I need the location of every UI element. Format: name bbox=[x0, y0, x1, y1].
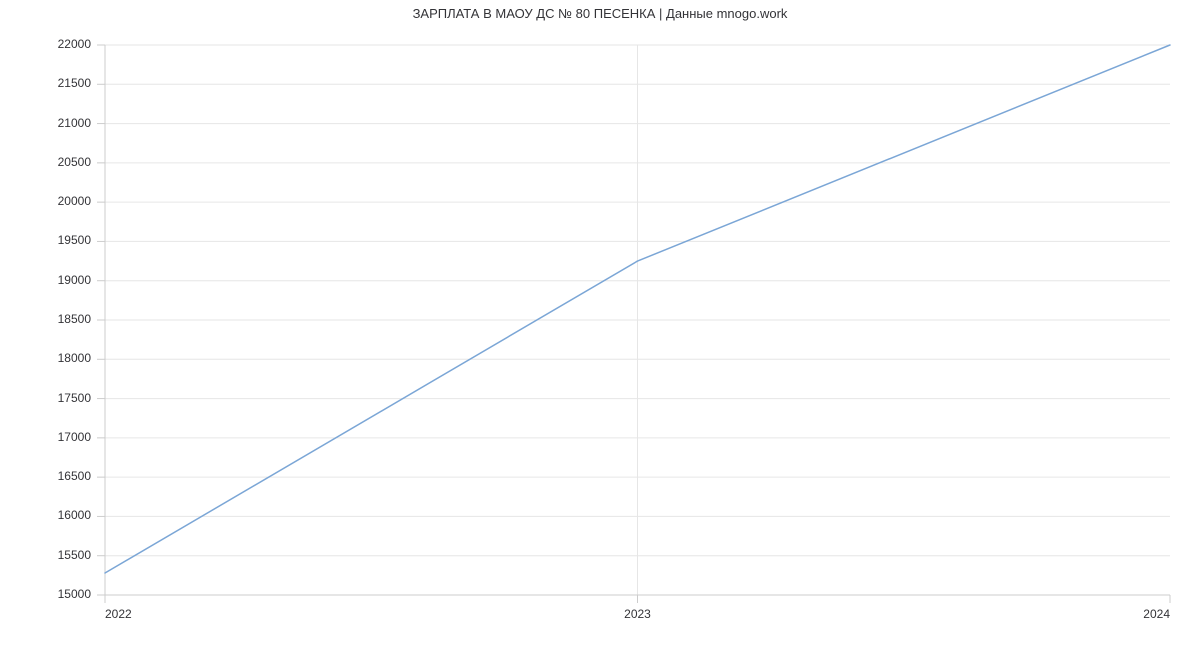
y-tick-label: 20500 bbox=[0, 155, 91, 169]
y-tick-label: 19500 bbox=[0, 233, 91, 247]
y-tick-label: 18500 bbox=[0, 312, 91, 326]
y-tick-label: 16000 bbox=[0, 508, 91, 522]
x-tick-label: 2023 bbox=[598, 607, 678, 621]
y-tick-label: 22000 bbox=[0, 37, 91, 51]
x-tick-label: 2022 bbox=[105, 607, 185, 621]
y-tick-label: 21500 bbox=[0, 76, 91, 90]
y-tick-label: 15500 bbox=[0, 548, 91, 562]
chart-plot bbox=[0, 0, 1200, 650]
x-tick-label: 2024 bbox=[1090, 607, 1170, 621]
y-tick-label: 16500 bbox=[0, 469, 91, 483]
y-tick-label: 21000 bbox=[0, 116, 91, 130]
y-tick-label: 17500 bbox=[0, 391, 91, 405]
y-tick-label: 18000 bbox=[0, 351, 91, 365]
chart-container: ЗАРПЛАТА В МАОУ ДС № 80 ПЕСЕНКА | Данные… bbox=[0, 0, 1200, 650]
y-tick-label: 19000 bbox=[0, 273, 91, 287]
y-tick-label: 17000 bbox=[0, 430, 91, 444]
y-tick-label: 20000 bbox=[0, 194, 91, 208]
y-tick-label: 15000 bbox=[0, 587, 91, 601]
